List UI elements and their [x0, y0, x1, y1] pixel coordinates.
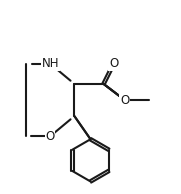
Text: O: O	[109, 57, 118, 70]
Text: O: O	[120, 94, 129, 107]
Text: O: O	[46, 130, 55, 143]
Text: NH: NH	[41, 57, 59, 70]
